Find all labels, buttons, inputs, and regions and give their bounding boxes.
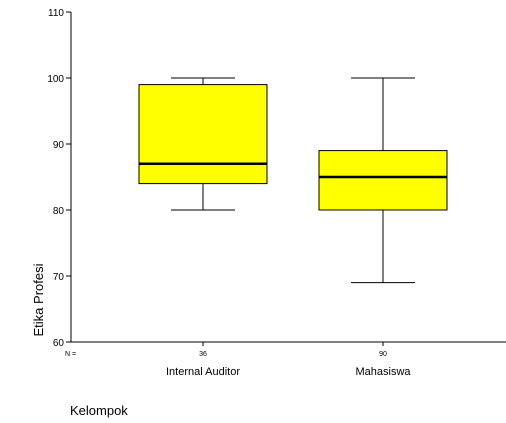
x-axis-labels: 36 Internal Auditor 90 Mahasiswa — [166, 342, 411, 378]
box-group-0 — [138, 77, 268, 211]
y-axis-ticks: 60 70 80 90 100 110 — [47, 8, 71, 349]
category-label: Mahasiswa — [355, 366, 411, 378]
y-tick-label: 80 — [53, 206, 65, 217]
y-axis-label: Etika Profesi — [31, 263, 46, 336]
plot-frame — [70, 12, 506, 343]
iqr-box — [318, 150, 448, 211]
y-tick-label: 100 — [47, 74, 64, 85]
n-value-label: 90 — [379, 351, 387, 358]
y-tick-label: 90 — [53, 140, 65, 151]
box-group-1 — [318, 77, 448, 284]
y-tick-label: 110 — [48, 8, 64, 19]
n-label: N = — [65, 351, 76, 358]
iqr-box — [138, 84, 268, 185]
y-tick-label: 60 — [53, 338, 65, 349]
category-label: Internal Auditor — [166, 366, 240, 378]
y-tick-label: 70 — [53, 272, 65, 283]
boxes — [138, 77, 448, 284]
x-axis-label: Kelompok — [70, 403, 128, 418]
n-value-label: 36 — [199, 351, 207, 358]
